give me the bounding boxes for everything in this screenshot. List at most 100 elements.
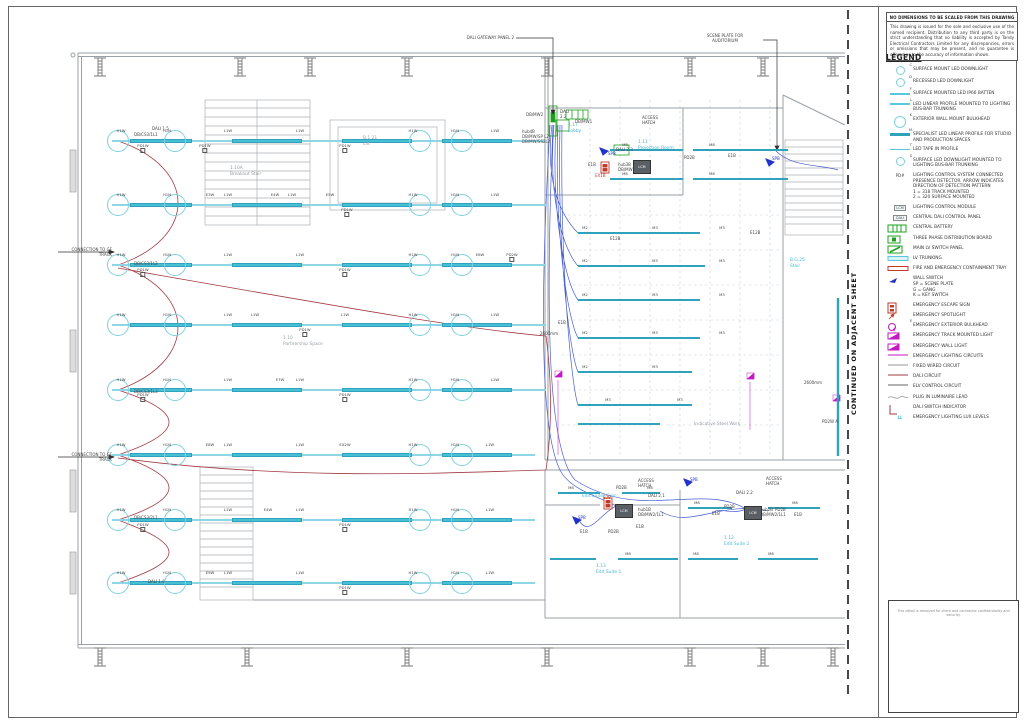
downlight-symbol: [164, 130, 186, 152]
em-track-symbol: [887, 332, 913, 340]
plan-label: hub2B DB/MW2/1L1: [760, 507, 786, 517]
legend-item: EMERGENCY TRACK MOUNTED LIGHT: [887, 332, 1019, 340]
fitting-label: PD1W: [137, 392, 148, 402]
legend-item: PD# LIGHTING CONTROL SYSTEM CONNECTED PRE…: [887, 172, 1019, 201]
downlight-symbol: [164, 444, 186, 466]
fitting-label: H1W: [408, 377, 418, 382]
plan-label: PD2B: [616, 485, 627, 490]
plan-label: Edit Suites Corr: [582, 494, 617, 499]
legend-item-label: PLUG IN LUMINAIRE LEAD: [913, 394, 968, 400]
fitting-label: H1N: [162, 570, 172, 575]
downlight-symbol: [451, 254, 473, 276]
lux-symbol: LL: [897, 414, 903, 420]
fitting-label: L1W: [490, 377, 500, 382]
trunking-segment: [342, 388, 412, 392]
em-spot-symbol: [887, 312, 913, 320]
studio-profile-segment: [688, 557, 738, 561]
fitting-label: L1W: [295, 377, 305, 382]
studio-profile-segment: [622, 491, 660, 495]
plan-label: DALI 2.3: [616, 147, 633, 152]
plan-label: DB/CS3/2L1: [134, 515, 158, 520]
symbol-letter: M: [908, 128, 912, 133]
legend-item: EMERGENCY WALL LIGHT: [887, 343, 1019, 351]
fitting-label: H1N: [162, 377, 172, 382]
steel-column-symbol: [541, 647, 553, 667]
legend-item-label: MAIN LV SWITCH PANEL: [913, 245, 964, 251]
fitting-label: M3: [605, 397, 611, 402]
studio-profile-segment: [768, 506, 820, 510]
fitting-label: E4W: [263, 507, 273, 512]
legend-item: K EXTERIOR WALL MOUNT BULKHEAD: [887, 113, 1019, 128]
lighting-track-row: [112, 519, 535, 521]
plan-label: E1B: [636, 524, 644, 529]
steel-column-symbol: [241, 647, 253, 667]
plan-label: ACCESS HATCH: [638, 478, 654, 488]
escape-sign-symbol: [887, 302, 913, 314]
fitting-label: M3: [652, 330, 658, 335]
studio-profile-segment: [610, 177, 683, 181]
lighting-track-row: [112, 264, 546, 266]
fitting-label: E5W: [325, 192, 335, 197]
legend-item-label: CENTRAL BATTERY: [913, 225, 953, 231]
trunking-segment: [130, 581, 192, 585]
legend-item-label: DALI CIRCUIT: [913, 374, 942, 380]
legend-list: C SURFACE MOUNT LED DOWNLIGHT D RECESSED LE…: [887, 63, 1019, 421]
legend-item-label: SURFACE MOUNTED LED IP66 BATTEN: [913, 91, 995, 97]
legend-item-label: EMERGENCY LIGHTING CIRCUITS: [913, 353, 984, 359]
downlight-symbol: [107, 379, 129, 401]
fitting-label: H1W: [116, 312, 126, 317]
downlight-symbol: [451, 444, 473, 466]
steel-column-symbol: [304, 57, 316, 77]
fitting-label: H1N: [162, 252, 172, 257]
trunking-segment: [130, 323, 192, 327]
fitting-label: M8: [694, 500, 700, 505]
legend-item-label: EMERGENCY TRACK MOUNTED LIGHT: [913, 333, 994, 339]
plan-label: PD2B: [775, 507, 786, 512]
legend-item: EMERGENCY ESCAPE SIGN: [887, 302, 1019, 314]
fitting-label: L1W: [223, 570, 233, 575]
lcm-symbol: LCM: [887, 204, 913, 211]
fitting-label: H1W: [408, 312, 418, 317]
dl-big-symbol: K: [887, 113, 913, 128]
steel-column-symbol: [401, 647, 413, 667]
plan-label: DALI 2.2: [560, 109, 570, 119]
legend-title: LEGEND: [886, 53, 922, 62]
plan-label: DB/CS3/1L3: [134, 389, 158, 394]
trunking-segment: [232, 388, 302, 392]
steel-column-symbol: [94, 57, 106, 77]
fitting-label: M2: [582, 364, 588, 369]
plan-label: DB/CS3/1L1: [134, 132, 158, 137]
fitting-label: M8: [647, 485, 653, 490]
trunking-segment: [232, 323, 302, 327]
fitting-label: H1W: [408, 128, 418, 133]
studio-profile-segment: [688, 506, 732, 510]
fitting-label: PD1W: [199, 143, 210, 153]
fitting-label: PD1W: [339, 392, 350, 402]
studio-profile-segment: [693, 177, 788, 181]
fitting-label: E7W: [275, 377, 285, 382]
symbol-letter: C: [909, 63, 912, 67]
fitting-label: L1W: [223, 128, 233, 133]
em-wall-symbol: [887, 343, 913, 351]
trunking-segment: [232, 518, 302, 522]
legend-item-label: ELV CONTROL CIRCUIT: [913, 384, 962, 390]
legend-item-label: SURFACE MOUNT LED DOWNLIGHT: [913, 67, 989, 72]
building-walls: [70, 52, 846, 649]
fitting-label: H1W: [408, 507, 418, 512]
plan-label: PD2B: [608, 529, 619, 534]
fitting-label: H1N: [450, 442, 460, 447]
plan-label: E2B: [603, 495, 611, 500]
fitting-label: L1W: [250, 312, 260, 317]
plan-label: E12B: [750, 230, 761, 235]
plan-label: hub4B DB/MW/SP L2 DB/MW/SS2L2: [522, 129, 551, 144]
fitting-label: H1N: [450, 128, 460, 133]
legend-item: EMERGENCY SPOTLIGHT: [887, 312, 1019, 320]
studio-profile-segment: [578, 336, 700, 340]
legend-item: T LED TAPE IN PROFILE: [887, 143, 1019, 153]
downlight-symbol: [451, 379, 473, 401]
plan-label: SPB: [690, 477, 698, 482]
lcm-module: LCM: [615, 504, 633, 518]
fitting-label: M8: [625, 551, 631, 556]
plan-label: SPB: [578, 515, 586, 520]
fitting-label: PD1W: [341, 207, 352, 217]
